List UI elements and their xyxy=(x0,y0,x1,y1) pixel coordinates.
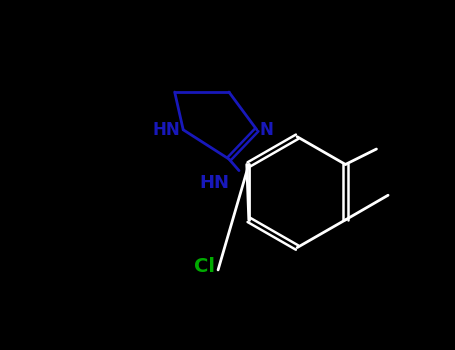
Text: HN: HN xyxy=(152,121,180,139)
Text: HN: HN xyxy=(199,174,229,192)
Text: Cl: Cl xyxy=(194,257,215,276)
Text: N: N xyxy=(260,121,274,139)
